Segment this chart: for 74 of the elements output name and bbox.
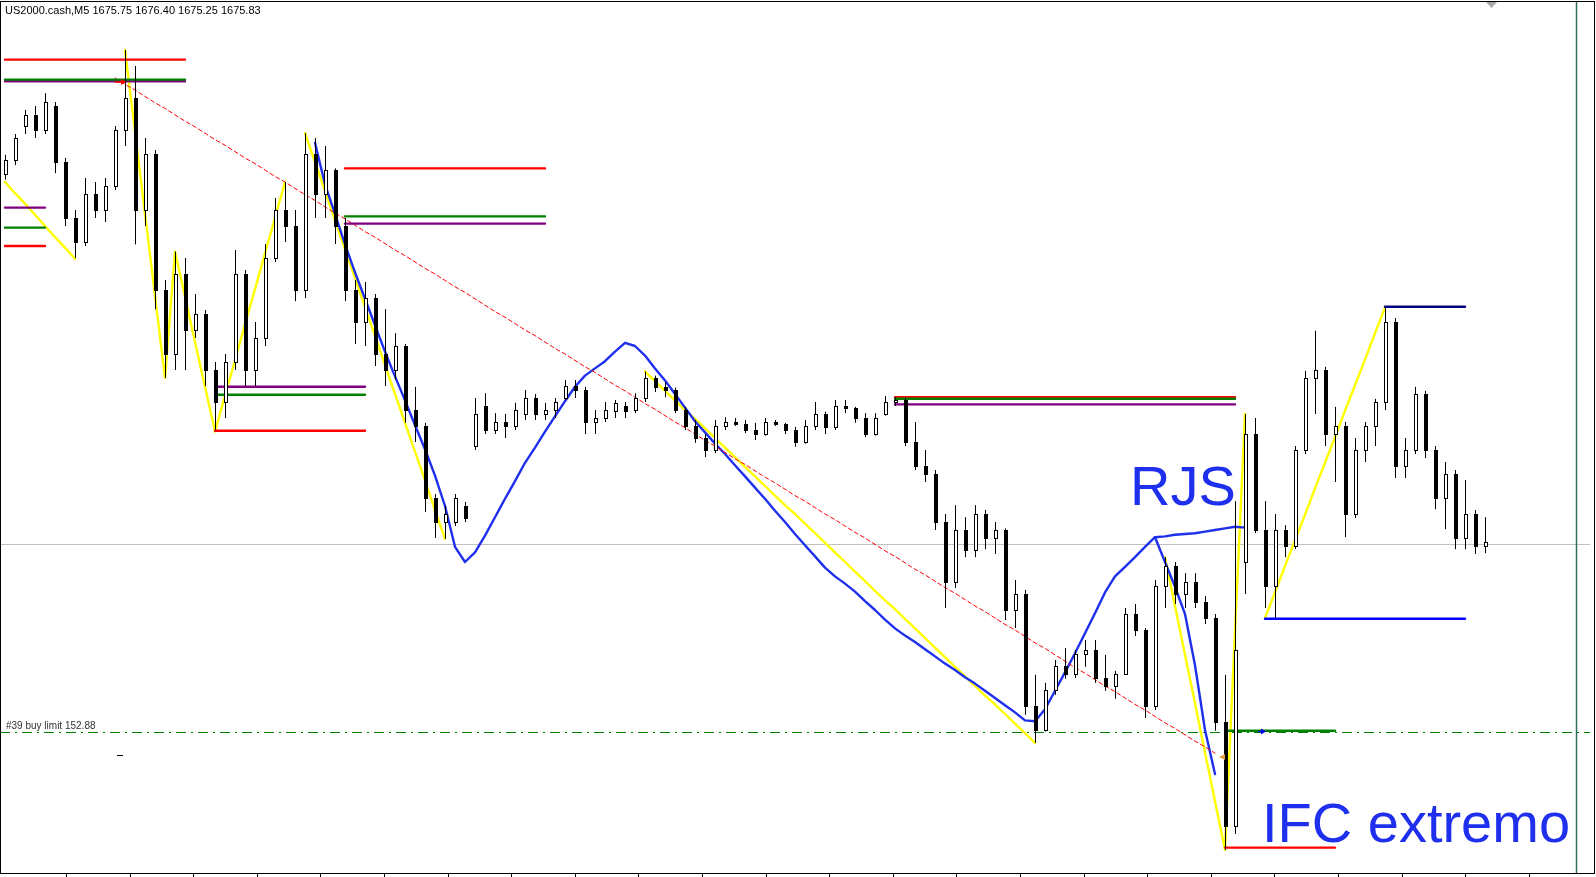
candlestick	[93, 181, 98, 219]
candlestick	[3, 154, 8, 181]
candlestick	[413, 386, 418, 443]
candlestick	[563, 379, 568, 401]
candlestick	[643, 371, 648, 403]
candlestick	[833, 399, 838, 431]
candlestick	[873, 412, 878, 437]
candlestick	[1373, 398, 1378, 447]
candlestick	[1033, 674, 1038, 744]
candlestick	[1313, 330, 1318, 415]
candlestick	[1443, 461, 1448, 530]
candlestick	[1463, 479, 1468, 550]
candlestick	[33, 105, 38, 139]
candlestick	[823, 411, 828, 435]
candlestick	[463, 501, 468, 523]
candlestick	[593, 409, 598, 435]
candlestick	[713, 419, 718, 454]
candlestick	[693, 419, 698, 444]
candlestick	[703, 433, 708, 458]
candlestick	[193, 293, 198, 339]
candlestick	[1403, 437, 1408, 479]
candlestick	[963, 516, 968, 558]
candlestick	[363, 281, 368, 347]
candlestick	[1333, 406, 1338, 483]
candlestick	[283, 181, 288, 243]
candlestick	[633, 392, 638, 414]
candlestick	[1103, 654, 1108, 692]
candlestick	[443, 505, 448, 540]
candlestick	[1133, 603, 1138, 637]
candlestick	[103, 177, 108, 223]
candlestick	[803, 419, 808, 445]
candlestick	[1283, 524, 1288, 558]
candlestick	[513, 402, 518, 431]
candlestick	[1113, 670, 1118, 700]
candlestick	[503, 413, 508, 439]
candlestick	[673, 387, 678, 414]
candlestick	[433, 493, 438, 539]
candlestick	[883, 395, 888, 417]
candlestick	[1053, 659, 1058, 696]
candlestick	[383, 308, 388, 387]
candlestick	[1483, 516, 1488, 554]
candlestick	[23, 109, 28, 135]
candlestick	[923, 449, 928, 483]
candlestick	[603, 401, 608, 423]
candlestick	[553, 397, 558, 419]
ref-line-label: #39 buy limit 152.88	[6, 719, 96, 731]
candlestick	[983, 509, 988, 550]
candlestick	[13, 133, 18, 166]
candlestick	[683, 406, 688, 431]
candlestick	[1183, 572, 1188, 609]
candlestick	[533, 393, 538, 421]
candlestick	[73, 209, 78, 259]
candlestick	[1163, 556, 1168, 609]
candlestick	[1083, 639, 1088, 668]
candlestick	[1063, 647, 1068, 680]
candlestick	[1073, 649, 1078, 679]
candlestick	[493, 412, 498, 435]
candlestick	[1203, 595, 1208, 625]
annotation: RJS	[1130, 454, 1236, 517]
candlestick	[1193, 572, 1198, 609]
candlestick	[813, 401, 818, 431]
candlestick	[913, 421, 918, 471]
chart-title: US2000.cash,M5 1675.75 1676.40 1675.25 1675.83	[5, 4, 261, 16]
candlestick	[523, 389, 528, 421]
candlestick	[793, 426, 798, 448]
candlestick	[323, 145, 328, 219]
annotation: IFC extremo	[1262, 791, 1571, 854]
candlestick	[1363, 421, 1368, 463]
candlestick	[993, 521, 998, 555]
candlestick	[1013, 579, 1018, 629]
candlestick	[863, 412, 868, 438]
candlestick	[453, 493, 458, 527]
candlestick	[393, 332, 398, 381]
candlestick	[483, 392, 488, 435]
